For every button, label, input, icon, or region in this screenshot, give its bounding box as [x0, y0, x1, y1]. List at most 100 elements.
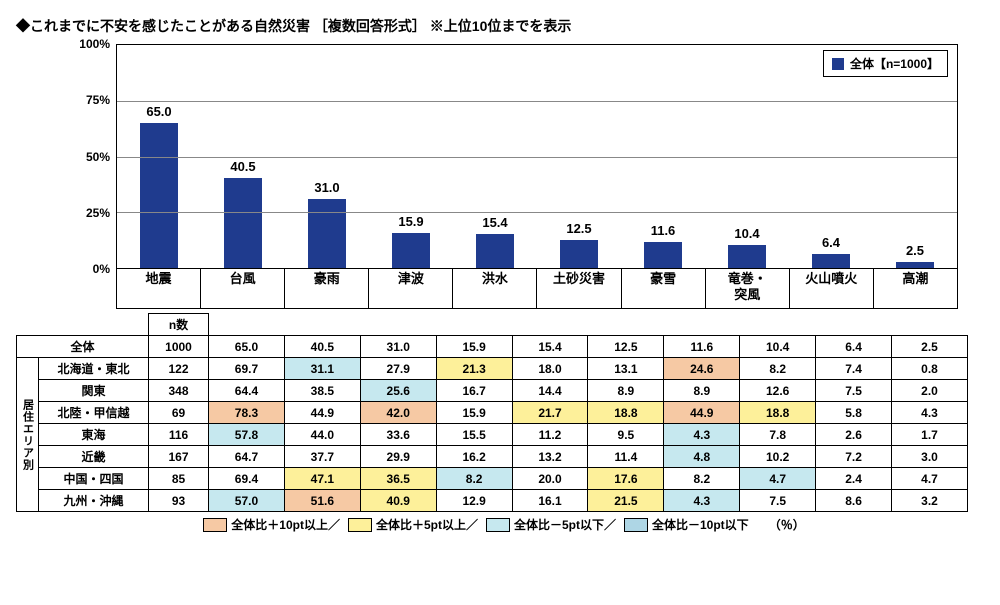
data-cell: 7.5 — [816, 380, 892, 402]
row-label: 中国・四国 — [39, 468, 149, 490]
data-cell: 2.6 — [816, 424, 892, 446]
x-label: 竜巻・突風 — [706, 269, 790, 309]
data-cell: 0.8 — [892, 358, 968, 380]
plot-area: 65.040.531.015.915.412.511.610.46.42.5 — [116, 44, 958, 269]
data-cell: 31.1 — [284, 358, 360, 380]
data-cell: 69.7 — [209, 358, 285, 380]
table-row: 北陸・甲信越6978.344.942.015.921.718.844.918.8… — [17, 402, 968, 424]
row-label: 北陸・甲信越 — [39, 402, 149, 424]
bar-value-label: 6.4 — [822, 235, 840, 250]
data-table: n数全体100065.040.531.015.915.412.511.610.4… — [16, 313, 968, 512]
data-cell: 18.8 — [740, 402, 816, 424]
table-row: 中国・四国8569.447.136.58.220.017.68.24.72.44… — [17, 468, 968, 490]
chart-legend: 全体【n=1000】 — [823, 50, 948, 77]
data-cell: 33.6 — [360, 424, 436, 446]
data-cell: 7.2 — [816, 446, 892, 468]
data-cell: 9.5 — [588, 424, 664, 446]
data-cell: 42.0 — [360, 402, 436, 424]
grid-line — [117, 212, 957, 213]
row-label: 九州・沖縄 — [39, 490, 149, 512]
data-cell: 40.9 — [360, 490, 436, 512]
row-label: 近畿 — [39, 446, 149, 468]
data-cell: 4.8 — [664, 446, 740, 468]
x-label: 豪雨 — [285, 269, 369, 309]
data-cell: 12.5 — [588, 336, 664, 358]
legend-swatch-m10 — [624, 518, 648, 532]
data-cell: 57.0 — [209, 490, 285, 512]
x-label: 火山噴火 — [790, 269, 874, 309]
side-label: 居住エリア別 — [17, 358, 39, 512]
data-table-container: n数全体100065.040.531.015.915.412.511.610.4… — [16, 313, 968, 512]
data-cell: 7.4 — [816, 358, 892, 380]
data-cell: 44.9 — [664, 402, 740, 424]
legend-label: 全体【n=1000】 — [850, 55, 939, 72]
row-label: 関東 — [39, 380, 149, 402]
data-cell: 10.4 — [740, 336, 816, 358]
data-cell: 44.0 — [284, 424, 360, 446]
bar-value-label: 31.0 — [314, 180, 339, 195]
data-cell: 4.3 — [892, 402, 968, 424]
x-label: 津波 — [369, 269, 453, 309]
n-cell: 122 — [149, 358, 209, 380]
legend-text: 全体比＋10pt以上／ — [231, 516, 340, 533]
data-cell: 24.6 — [664, 358, 740, 380]
data-cell: 16.1 — [512, 490, 588, 512]
data-cell: 1.7 — [892, 424, 968, 446]
data-cell: 8.9 — [588, 380, 664, 402]
data-cell: 13.2 — [512, 446, 588, 468]
x-label: 洪水 — [453, 269, 537, 309]
bar — [728, 245, 767, 268]
data-cell: 7.8 — [740, 424, 816, 446]
legend-swatch — [832, 58, 844, 70]
bar — [308, 199, 347, 268]
bar — [476, 234, 515, 268]
n-cell: 1000 — [149, 336, 209, 358]
table-row: 九州・沖縄9357.051.640.912.916.121.54.37.58.6… — [17, 490, 968, 512]
row-label: 北海道・東北 — [39, 358, 149, 380]
bar-value-label: 12.5 — [566, 221, 591, 236]
y-tick: 0% — [93, 262, 110, 276]
n-cell: 69 — [149, 402, 209, 424]
data-cell: 10.2 — [740, 446, 816, 468]
data-cell: 5.8 — [816, 402, 892, 424]
bar-value-label: 40.5 — [230, 159, 255, 174]
bar-chart: 0%25%50%75%100% 65.040.531.015.915.412.5… — [66, 44, 968, 309]
bar-value-label: 15.4 — [482, 215, 507, 230]
data-cell: 15.4 — [512, 336, 588, 358]
data-cell: 15.9 — [436, 336, 512, 358]
data-cell: 20.0 — [512, 468, 588, 490]
data-cell: 2.5 — [892, 336, 968, 358]
legend-text: 全体比－5pt以下／ — [514, 516, 616, 533]
legend-swatch-p5 — [348, 518, 372, 532]
bar — [644, 242, 683, 268]
data-cell: 47.1 — [284, 468, 360, 490]
data-cell: 29.9 — [360, 446, 436, 468]
data-cell: 15.9 — [436, 402, 512, 424]
data-cell: 13.1 — [588, 358, 664, 380]
bar-value-label: 2.5 — [906, 243, 924, 258]
data-cell: 38.5 — [284, 380, 360, 402]
data-cell: 8.2 — [664, 468, 740, 490]
table-row: 東海11657.844.033.615.511.29.54.37.82.61.7 — [17, 424, 968, 446]
data-cell: 16.2 — [436, 446, 512, 468]
n-cell: 93 — [149, 490, 209, 512]
grid-line — [117, 101, 957, 102]
data-cell: 40.5 — [284, 336, 360, 358]
row-label: 東海 — [39, 424, 149, 446]
data-cell: 78.3 — [209, 402, 285, 424]
data-cell: 7.5 — [740, 490, 816, 512]
data-cell: 64.4 — [209, 380, 285, 402]
page-title: ◆これまでに不安を感じたことがある自然災害 ［複数回答形式］ ※上位10位までを… — [16, 16, 984, 36]
data-cell: 3.2 — [892, 490, 968, 512]
data-cell: 37.7 — [284, 446, 360, 468]
data-cell: 8.9 — [664, 380, 740, 402]
data-cell: 36.5 — [360, 468, 436, 490]
bar — [560, 240, 599, 268]
data-cell: 64.7 — [209, 446, 285, 468]
bar — [224, 178, 263, 268]
legend-swatch-p10 — [203, 518, 227, 532]
data-cell: 11.4 — [588, 446, 664, 468]
row-label: 全体 — [17, 336, 149, 358]
table-header-row: n数 — [17, 314, 968, 336]
data-cell: 17.6 — [588, 468, 664, 490]
